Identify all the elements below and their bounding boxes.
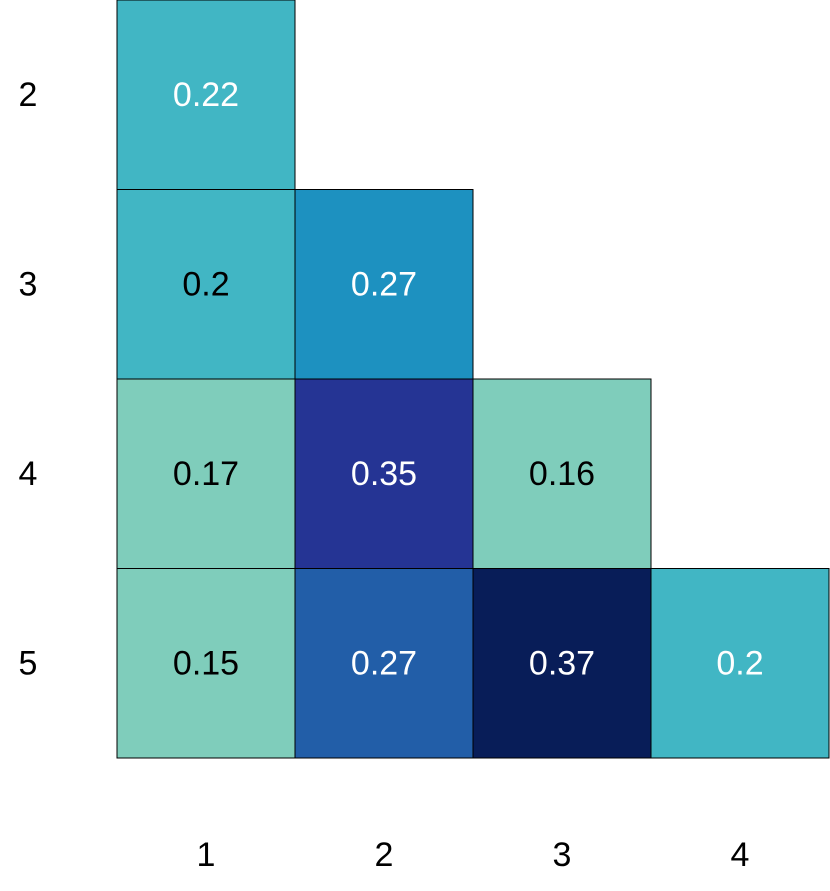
heatmap-cell-1-2: [116, 0, 296, 190]
cell-value-label-3-4: 0.16: [529, 455, 595, 493]
heatmap-cells: 0.22 0.2 0.27 0.17 0.35 0.16 0.15 0.27 0.37 0.2: [116, 0, 830, 759]
x-tick-label-1: 1: [197, 836, 216, 874]
cell-value-label-1-3: 0.2: [182, 265, 229, 303]
cell-value-label-1-2: 0.22: [173, 76, 239, 114]
x-tick-label-3: 3: [553, 836, 572, 874]
y-tick-label-3: 3: [19, 265, 38, 303]
cell-value-label-2-3: 0.27: [351, 265, 417, 303]
y-tick-label-4: 4: [19, 455, 38, 493]
y-tick-label-5: 5: [19, 644, 38, 682]
heatmap-cell-1-4: [116, 378, 296, 569]
cell-value-label-2-4: 0.35: [351, 455, 417, 493]
heatmap-cell-1-5: [116, 568, 296, 759]
x-tick-label-4: 4: [731, 836, 750, 874]
cell-value-label-1-5: 0.15: [173, 644, 239, 682]
y-axis-tick-labels: 2 3 4 5: [19, 76, 38, 683]
heatmap-cell-1-3: [116, 189, 296, 380]
y-tick-label-2: 2: [19, 76, 38, 114]
cell-value-label-2-5: 0.27: [351, 644, 417, 682]
cell-value-label-1-4: 0.17: [173, 455, 239, 493]
heatmap-cell-2-5: [294, 568, 474, 759]
cell-value-label-4-5: 0.2: [716, 644, 763, 682]
heatmap-cell-2-4: [294, 378, 474, 569]
x-axis-tick-labels: 1 2 3 4: [197, 836, 750, 874]
x-tick-label-2: 2: [375, 836, 394, 874]
heatmap-cell-4-5: [650, 568, 830, 759]
heatmap-cell-3-4: [472, 378, 652, 569]
cell-value-label-3-5: 0.37: [529, 644, 595, 682]
